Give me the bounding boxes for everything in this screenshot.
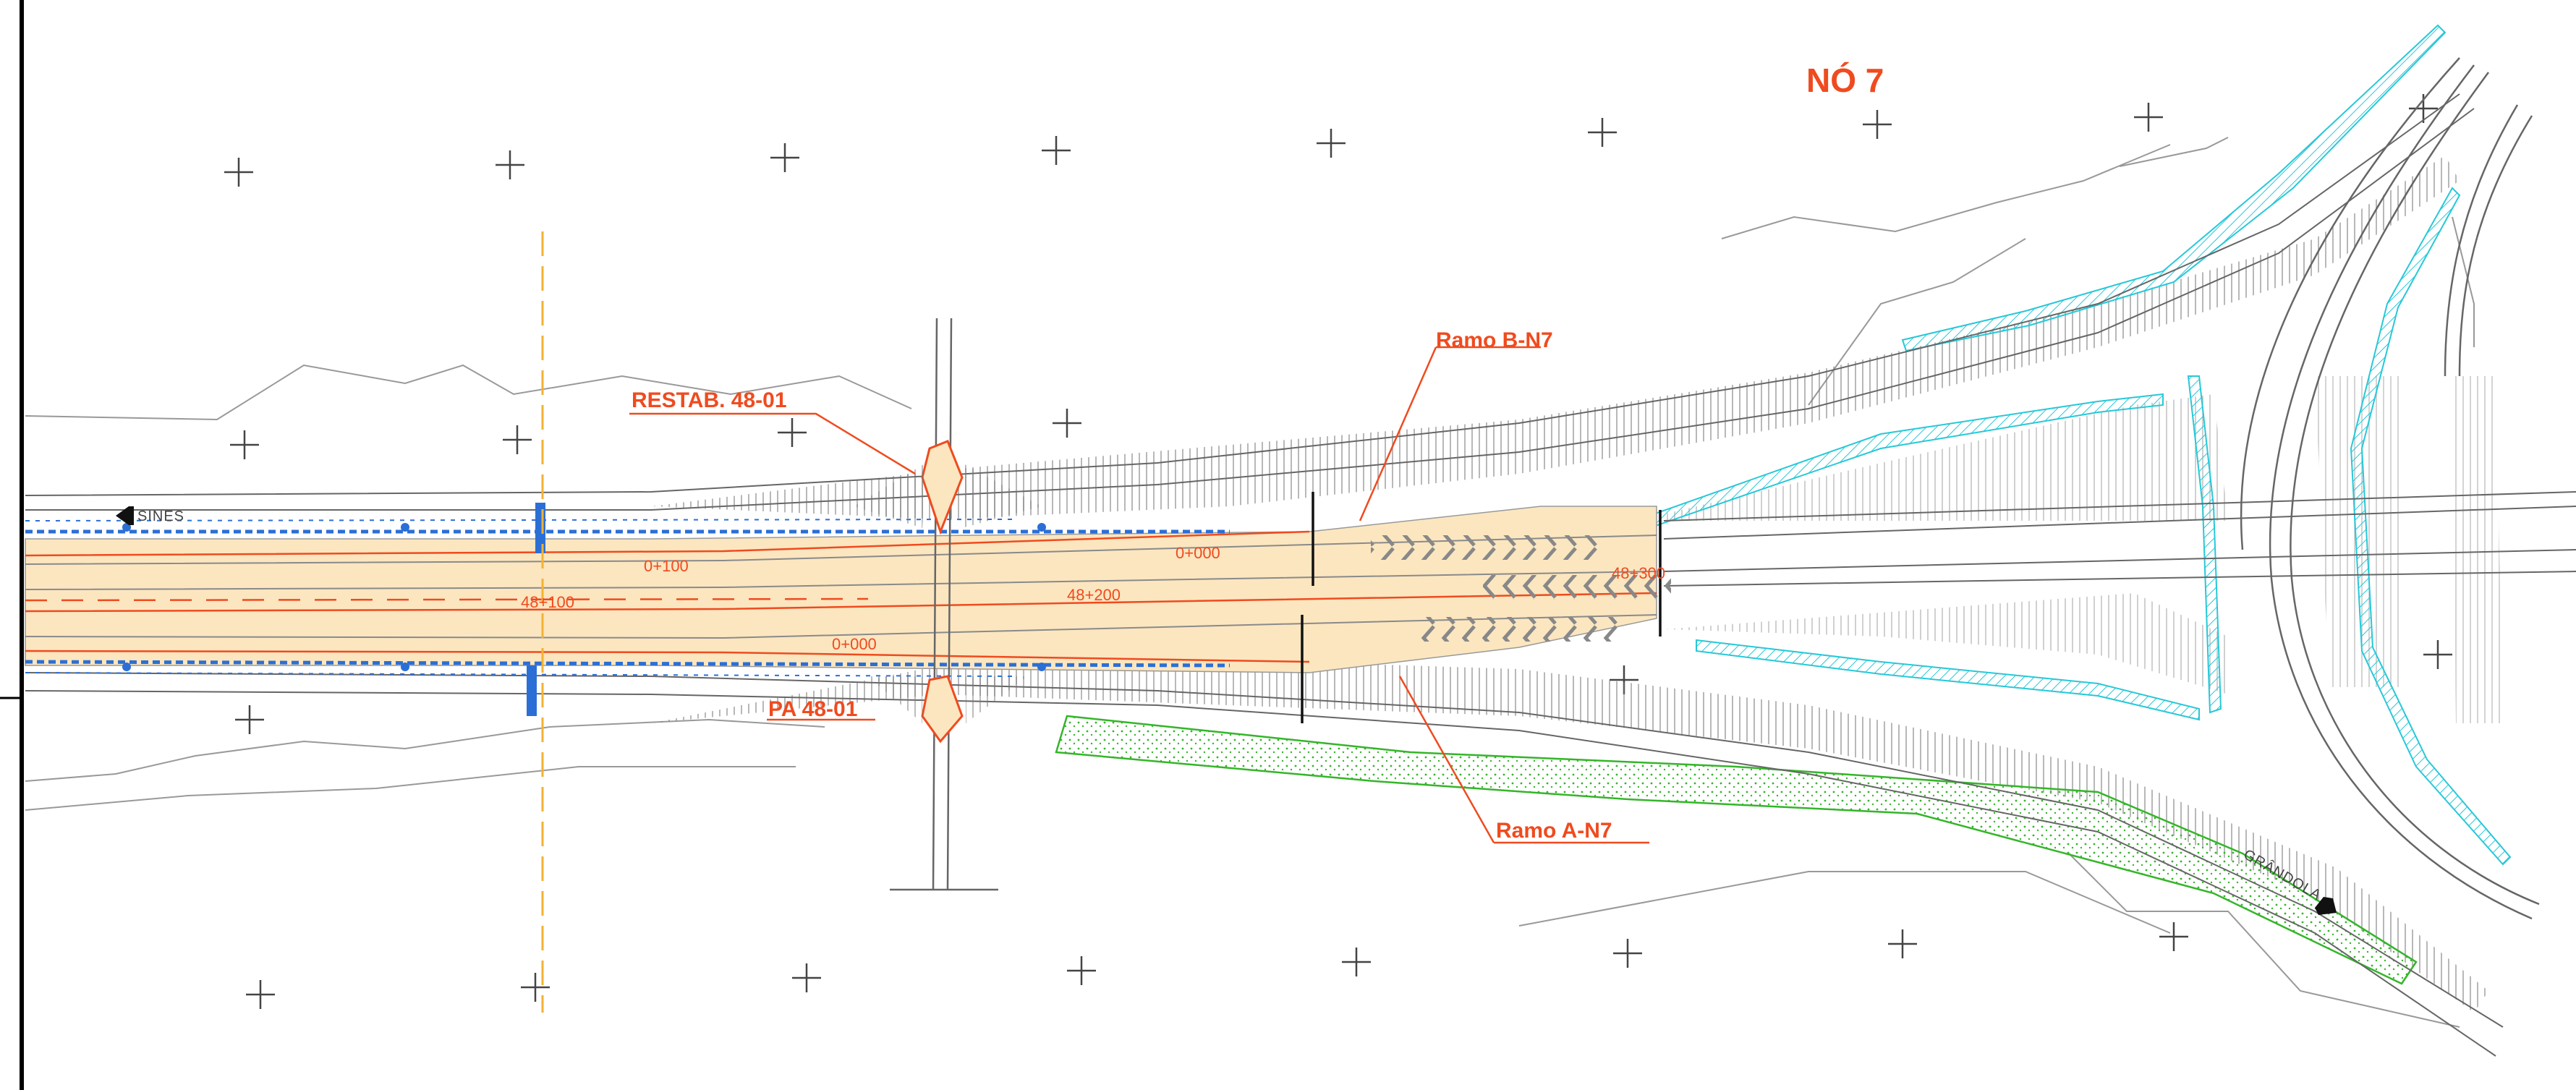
direction-sines: SINES — [137, 508, 184, 524]
label-pa: PA 48-01 — [768, 697, 857, 721]
green-area — [1055, 715, 2418, 985]
gore-chevrons-bottom — [1418, 617, 1620, 642]
label-ramo-a: Ramo A-N7 — [1496, 819, 1612, 843]
label-ramo-b: Ramo B-N7 — [1436, 328, 1553, 352]
chainage-0-100: 0+100 — [644, 557, 689, 575]
drainage-lines — [25, 519, 1230, 677]
chainage-48-300: 48+300 — [1612, 564, 1665, 582]
gore-chevrons-middle — [1483, 575, 1671, 600]
arrow-west-icon — [116, 506, 134, 525]
junction-title: NÓ 7 — [1806, 61, 1884, 99]
grid-crosses — [224, 94, 2452, 1009]
crossing-road — [890, 318, 998, 891]
gore-chevrons-top — [1371, 535, 1602, 560]
arrow-east-icon — [2315, 897, 2337, 915]
cyan-bands — [1633, 24, 2512, 866]
crossing-slopes — [854, 463, 1042, 723]
label-restab: RESTAB. 48-01 — [632, 388, 787, 412]
chainage-0-000-top: 0+000 — [1176, 544, 1220, 562]
pavement-area — [25, 506, 1657, 673]
motorway-linework — [25, 93, 2576, 1057]
chainage-0-000-bottom: 0+000 — [832, 635, 877, 653]
chainage-48-100: 48+100 — [521, 593, 574, 611]
eastern-carriageways — [2240, 57, 2540, 920]
section-ticks — [1301, 492, 1662, 723]
chainage-48-200: 48+200 — [1067, 586, 1121, 604]
lane-lines — [25, 535, 1657, 639]
callout-leaders — [629, 346, 1649, 844]
drainage-nodes — [122, 503, 1046, 716]
terrain-contours — [25, 137, 2475, 1028]
orange-alignments — [25, 530, 1657, 663]
